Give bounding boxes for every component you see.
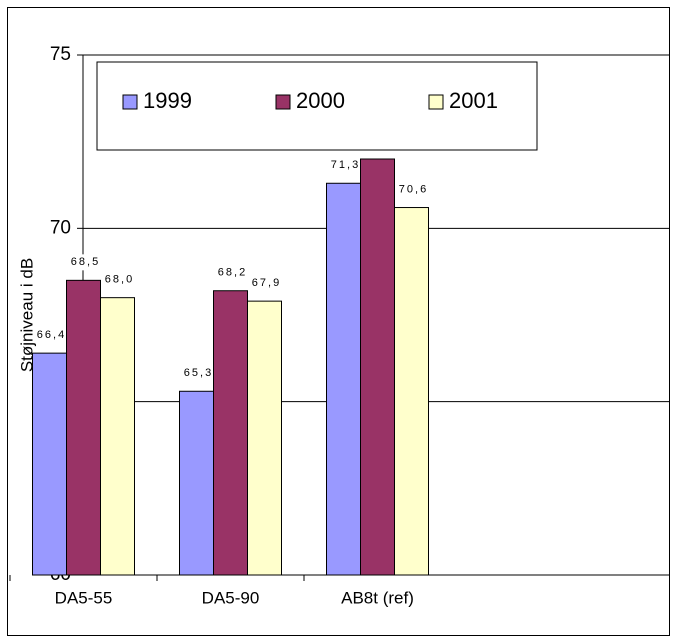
value-label-bg: [180, 365, 219, 382]
bar: [100, 297, 135, 576]
bar: [213, 290, 248, 576]
bar: [326, 182, 361, 576]
x-tick-label: AB8t (ref): [341, 588, 414, 607]
value-label-bg: [327, 157, 366, 174]
legend-swatch: [122, 94, 138, 110]
value-label: 68,0: [105, 274, 134, 286]
value-label-bg: [395, 181, 434, 198]
legend-box: [96, 61, 538, 151]
bar: [394, 207, 429, 576]
value-label: 71,3: [331, 159, 360, 171]
value-label-bg: [33, 327, 72, 344]
legend-swatch: [275, 94, 291, 110]
legend-label: 2000: [296, 88, 345, 113]
value-label: 68,2: [218, 267, 247, 279]
bar: [360, 158, 395, 576]
value-label-bg: [101, 271, 140, 288]
value-label: 66,4: [37, 329, 66, 341]
value-label-bg: [67, 254, 106, 271]
value-label: 65,3: [184, 367, 213, 379]
y-axis-label: Støjniveau i dB: [17, 258, 36, 372]
bar: [66, 279, 101, 576]
value-label-bg: [214, 264, 253, 281]
bar: [247, 300, 282, 576]
y-tick-label: 70: [50, 217, 71, 238]
value-label-bg: [248, 275, 287, 292]
value-label: 70,6: [399, 183, 428, 195]
x-tick-label: DA5-55: [55, 588, 113, 607]
x-tick-label: DA5-90: [202, 588, 260, 607]
value-label: 67,9: [252, 277, 281, 289]
y-tick-label: 75: [50, 44, 71, 65]
legend-label: 2001: [449, 88, 498, 113]
bar: [179, 390, 214, 576]
legend-swatch: [428, 94, 444, 110]
value-label: 68,5: [71, 256, 100, 268]
legend-label: 1999: [143, 88, 192, 113]
bar: [32, 352, 67, 576]
